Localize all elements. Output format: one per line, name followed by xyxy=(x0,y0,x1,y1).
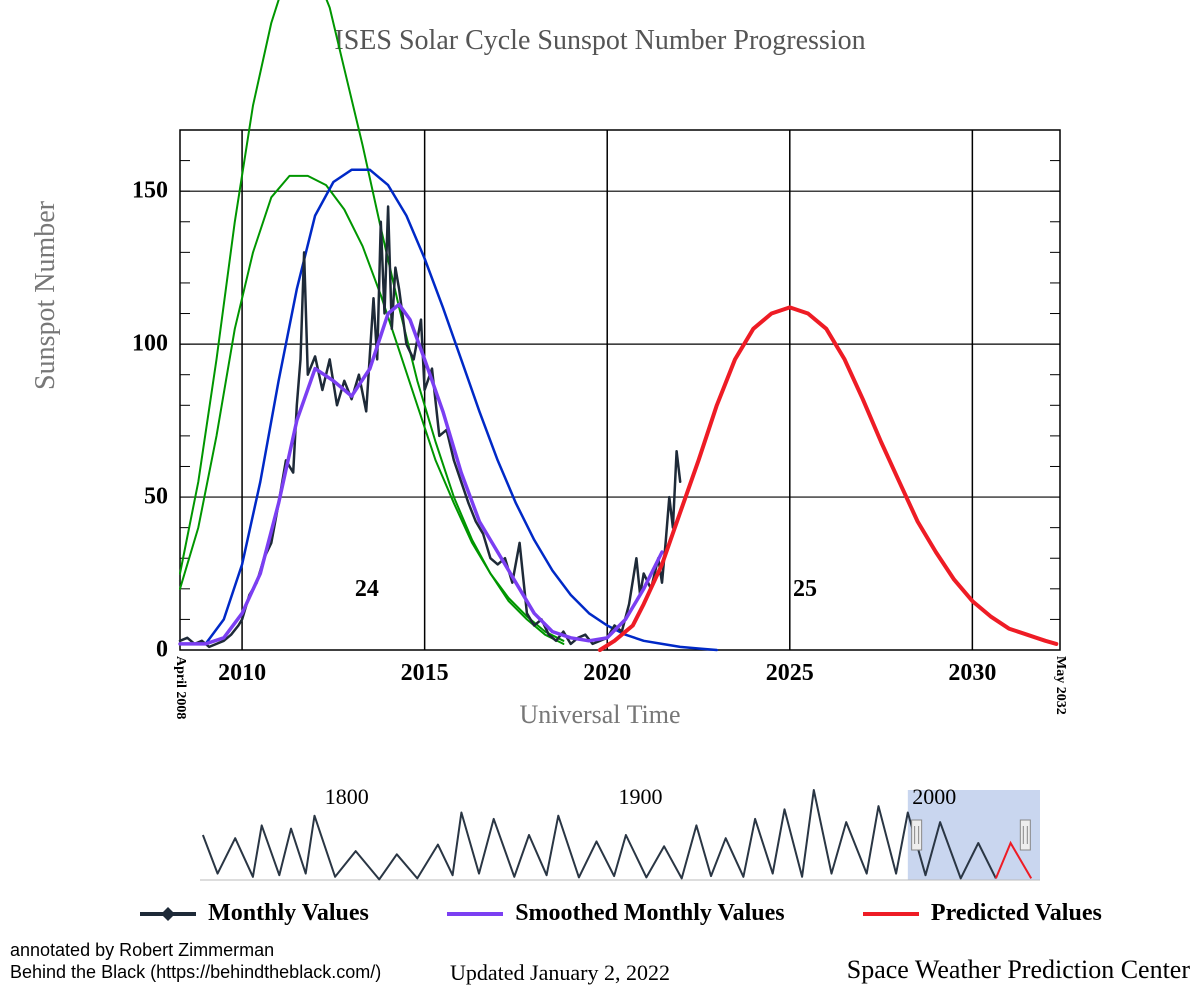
series-green_low xyxy=(180,176,563,641)
cycle-label: 24 xyxy=(355,576,379,603)
x-tick-label: 2015 xyxy=(401,660,449,687)
mini-handle[interactable] xyxy=(912,820,922,850)
annotation-line1: annotated by Robert Zimmerman xyxy=(10,940,381,962)
mini-curve xyxy=(203,790,996,879)
x-end-label: May 2032 xyxy=(1052,656,1068,715)
legend-item-predicted: Predicted Values xyxy=(861,900,1102,927)
legend-item-smoothed: Smoothed Monthly Values xyxy=(445,900,784,927)
mini-handle[interactable] xyxy=(1020,820,1030,850)
cycle-label: 25 xyxy=(793,576,817,603)
legend-swatch-icon xyxy=(861,904,921,924)
x-tick-label: 2030 xyxy=(948,660,996,687)
y-tick-label: 100 xyxy=(132,331,168,358)
legend-label: Smoothed Monthly Values xyxy=(515,900,784,927)
x-tick-label: 2025 xyxy=(766,660,814,687)
chart-container: ISES Solar Cycle Sunspot Number Progress… xyxy=(0,0,1200,1000)
y-tick-label: 0 xyxy=(156,637,168,664)
series-predicted xyxy=(600,307,1056,650)
legend-swatch-icon xyxy=(138,904,198,924)
x-tick-label: 2020 xyxy=(583,660,631,687)
y-tick-label: 150 xyxy=(132,178,168,205)
x-tick-label: 2010 xyxy=(218,660,266,687)
legend-item-monthly: Monthly Values xyxy=(138,900,369,927)
x-start-label: April 2008 xyxy=(172,656,188,719)
series-smoothed xyxy=(180,304,662,644)
annotation-text: annotated by Robert Zimmerman Behind the… xyxy=(10,940,381,983)
legend: Monthly Values Smoothed Monthly Values Pre… xyxy=(100,900,1140,927)
legend-label: Monthly Values xyxy=(208,900,369,927)
chart-svg xyxy=(0,0,1200,1000)
annotation-line2: Behind the Black (https://behindtheblack… xyxy=(10,962,381,984)
source-text: Space Weather Prediction Center xyxy=(847,955,1190,985)
y-tick-label: 50 xyxy=(144,484,168,511)
mini-year-label: 1800 xyxy=(325,784,369,810)
series-blue_curve xyxy=(206,170,717,650)
updated-text: Updated January 2, 2022 xyxy=(450,960,670,986)
legend-label: Predicted Values xyxy=(931,900,1102,927)
mini-year-label: 2000 xyxy=(912,784,956,810)
mini-year-label: 1900 xyxy=(618,784,662,810)
legend-swatch-icon xyxy=(445,904,505,924)
